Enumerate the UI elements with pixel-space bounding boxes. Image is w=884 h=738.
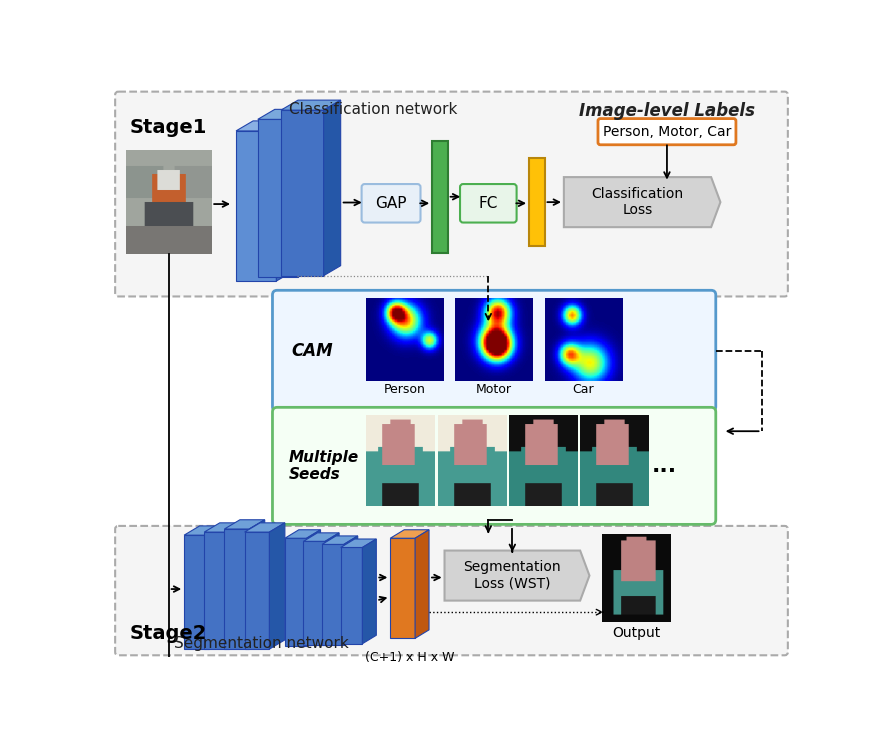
Polygon shape (225, 529, 249, 649)
Polygon shape (270, 523, 285, 649)
FancyBboxPatch shape (115, 526, 788, 655)
Polygon shape (445, 551, 590, 601)
Polygon shape (245, 532, 270, 649)
FancyBboxPatch shape (460, 184, 516, 223)
Polygon shape (249, 520, 264, 649)
Polygon shape (281, 110, 324, 276)
Text: Classification network: Classification network (289, 103, 457, 117)
Polygon shape (184, 535, 209, 649)
Polygon shape (303, 533, 339, 541)
Polygon shape (258, 109, 315, 120)
Polygon shape (322, 545, 344, 644)
Polygon shape (303, 541, 325, 645)
FancyBboxPatch shape (272, 407, 716, 525)
Text: CAM: CAM (291, 342, 332, 359)
Polygon shape (340, 539, 377, 548)
Text: Segmentation
Loss (WST): Segmentation Loss (WST) (463, 560, 561, 590)
FancyBboxPatch shape (115, 92, 788, 297)
Text: Output: Output (612, 626, 660, 640)
Text: FC: FC (478, 196, 498, 211)
Polygon shape (390, 538, 415, 638)
Polygon shape (324, 100, 340, 276)
Text: Person: Person (384, 384, 426, 396)
Polygon shape (298, 109, 315, 277)
Bar (432, 141, 447, 252)
Polygon shape (229, 523, 245, 649)
Polygon shape (245, 523, 285, 532)
Polygon shape (184, 526, 225, 535)
Polygon shape (344, 536, 358, 644)
Text: Stage2: Stage2 (130, 624, 207, 643)
Polygon shape (236, 121, 293, 131)
Polygon shape (236, 131, 277, 281)
Polygon shape (204, 532, 229, 649)
Polygon shape (307, 530, 321, 646)
FancyBboxPatch shape (598, 119, 735, 145)
Text: Stage1: Stage1 (130, 118, 207, 137)
Polygon shape (204, 523, 245, 532)
Text: (C+1) x H x W: (C+1) x H x W (365, 651, 454, 663)
Polygon shape (322, 536, 358, 545)
Text: Classification
Loss: Classification Loss (591, 187, 683, 217)
Polygon shape (325, 533, 339, 645)
Polygon shape (564, 177, 720, 227)
Polygon shape (285, 530, 321, 538)
FancyBboxPatch shape (362, 184, 421, 223)
Polygon shape (415, 530, 429, 638)
Polygon shape (225, 520, 264, 529)
Text: ...: ... (652, 456, 677, 476)
Text: GAP: GAP (376, 196, 407, 211)
FancyBboxPatch shape (272, 290, 716, 411)
Polygon shape (390, 530, 429, 538)
Polygon shape (340, 548, 362, 644)
Polygon shape (277, 121, 293, 281)
Text: Segmentation network: Segmentation network (174, 635, 349, 651)
Text: Image-level Labels: Image-level Labels (579, 103, 755, 120)
Polygon shape (285, 538, 307, 646)
Polygon shape (362, 539, 377, 644)
Bar (529, 158, 545, 246)
Text: Multiple
Seeds: Multiple Seeds (289, 449, 359, 482)
Polygon shape (258, 120, 298, 277)
Polygon shape (281, 100, 340, 110)
Polygon shape (209, 526, 225, 649)
Text: Motor: Motor (476, 384, 512, 396)
Text: Car: Car (573, 384, 594, 396)
Text: Person, Motor, Car: Person, Motor, Car (603, 125, 731, 139)
